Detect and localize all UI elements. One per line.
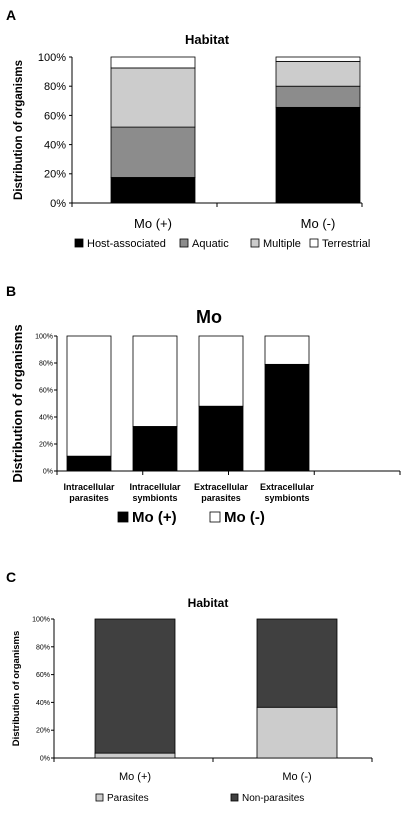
- panel-a-y-tick-label: 40%: [44, 139, 66, 151]
- panel-a-bar-host-associated-1: [275, 106, 361, 204]
- panel-a-letter: A: [6, 7, 16, 23]
- panel-c-legend-swatch: [230, 793, 239, 802]
- panel-c-bar-parasites-1: [256, 706, 338, 759]
- panel-c-bar-non-parasites-1: [256, 618, 338, 708]
- panel-a-category-label: Mo (+): [134, 216, 172, 231]
- panel-c-legend-label: Non-parasites: [242, 793, 304, 804]
- panel-a-y-tick-label: 80%: [44, 81, 66, 93]
- panel-b-bar-mo-2: [198, 405, 244, 472]
- panel-b-y-tick-label: 0%: [43, 468, 53, 475]
- panel-b-category-label: Intracellular: [63, 482, 115, 492]
- panel-a-bar-aquatic-0: [110, 126, 196, 178]
- panel-b-category-label: Extracellular: [194, 482, 249, 492]
- panel-a-y-tick-label: 20%: [44, 169, 66, 181]
- panel-a-legend-swatch: [74, 238, 84, 248]
- panel-a-bar-host-associated-0: [110, 177, 196, 204]
- panel-b-letter: B: [6, 283, 16, 299]
- panel-b-category-label: Extracellular: [260, 482, 315, 492]
- panel-c-y-tick-label: 20%: [36, 728, 50, 735]
- panel-a-legend-label: Aquatic: [192, 238, 229, 250]
- panel-c-y-tick-label: 80%: [36, 644, 50, 651]
- panel-b-legend-swatch: [209, 511, 221, 523]
- panel-b-y-tick-label: 60%: [39, 387, 53, 394]
- panel-a-legend-swatch: [179, 238, 189, 248]
- panel-a-legend-swatch: [309, 238, 319, 248]
- panel-a-bar-terrestrial-1: [275, 56, 361, 62]
- panel-b-bar-mo-3: [264, 363, 310, 472]
- panel-c-y-tick-label: 60%: [36, 672, 50, 679]
- panel-c-legend-label: Parasites: [107, 793, 149, 804]
- panel-b-legend-label: Mo (-): [224, 509, 265, 526]
- panel-b-title: Mo: [196, 307, 222, 327]
- panel-a-y-tick-label: 100%: [38, 52, 66, 64]
- panel-b-category-label: symbionts: [264, 493, 309, 503]
- panel-b-legend-label: Mo (+): [132, 509, 177, 526]
- panel-b-y-label: Distribution of organisms: [10, 324, 25, 482]
- panel-b-category-label: parasites: [201, 493, 241, 503]
- panel-a-legend-label: Host-associated: [87, 238, 166, 250]
- panel-a-bar-terrestrial-0: [110, 56, 196, 69]
- panel-a-y-tick-label: 60%: [44, 110, 66, 122]
- panel-c-y-tick-label: 0%: [40, 755, 50, 762]
- panel-b-bar-mo-3: [264, 335, 310, 365]
- panel-a-bar-multiple-1: [275, 60, 361, 87]
- panel-b-category-label: Intracellular: [129, 482, 181, 492]
- panel-c-y-label: Distribution of organisms: [11, 631, 22, 747]
- panel-b-legend-swatch: [117, 511, 129, 523]
- panel-a-title: Habitat: [185, 32, 230, 47]
- panel-a-bar-multiple-0: [110, 67, 196, 128]
- panel-a-category-label: Mo (-): [301, 216, 336, 231]
- panel-c-y-tick-label: 100%: [32, 616, 50, 623]
- panel-b-y-tick-label: 40%: [39, 414, 53, 421]
- panel-b-y-tick-label: 100%: [35, 333, 53, 340]
- panel-c-category-label: Mo (+): [119, 771, 151, 783]
- panel-a-legend-label: Multiple: [263, 238, 301, 250]
- panel-a-legend-label: Terrestrial: [322, 238, 370, 250]
- panel-c-bar-parasites-0: [94, 752, 176, 759]
- panel-b-y-tick-label: 20%: [39, 441, 53, 448]
- panel-b-bar-mo-2: [198, 335, 244, 407]
- panel-b-category-label: symbionts: [132, 493, 177, 503]
- panel-c-bar-non-parasites-0: [94, 618, 176, 754]
- panel-a-y-label: Distribution of organisms: [13, 60, 25, 200]
- panel-c-y-tick-label: 40%: [36, 700, 50, 707]
- panel-c-letter: C: [6, 569, 16, 585]
- panel-a-bar-aquatic-1: [275, 85, 361, 108]
- panel-b-y-tick-label: 80%: [39, 360, 53, 367]
- panel-a-legend-swatch: [250, 238, 260, 248]
- panel-b-bar-mo-1: [132, 335, 178, 427]
- panel-b-bar-mo-0: [66, 335, 112, 457]
- panel-b-bar-mo-0: [66, 455, 112, 472]
- panel-c-title: Habitat: [188, 596, 229, 610]
- panel-b-bar-mo-1: [132, 426, 178, 472]
- panel-c-legend-swatch: [95, 793, 104, 802]
- panel-a-y-tick-label: 0%: [50, 198, 66, 210]
- panel-c-category-label: Mo (-): [282, 771, 311, 783]
- panel-b-category-label: parasites: [69, 493, 109, 503]
